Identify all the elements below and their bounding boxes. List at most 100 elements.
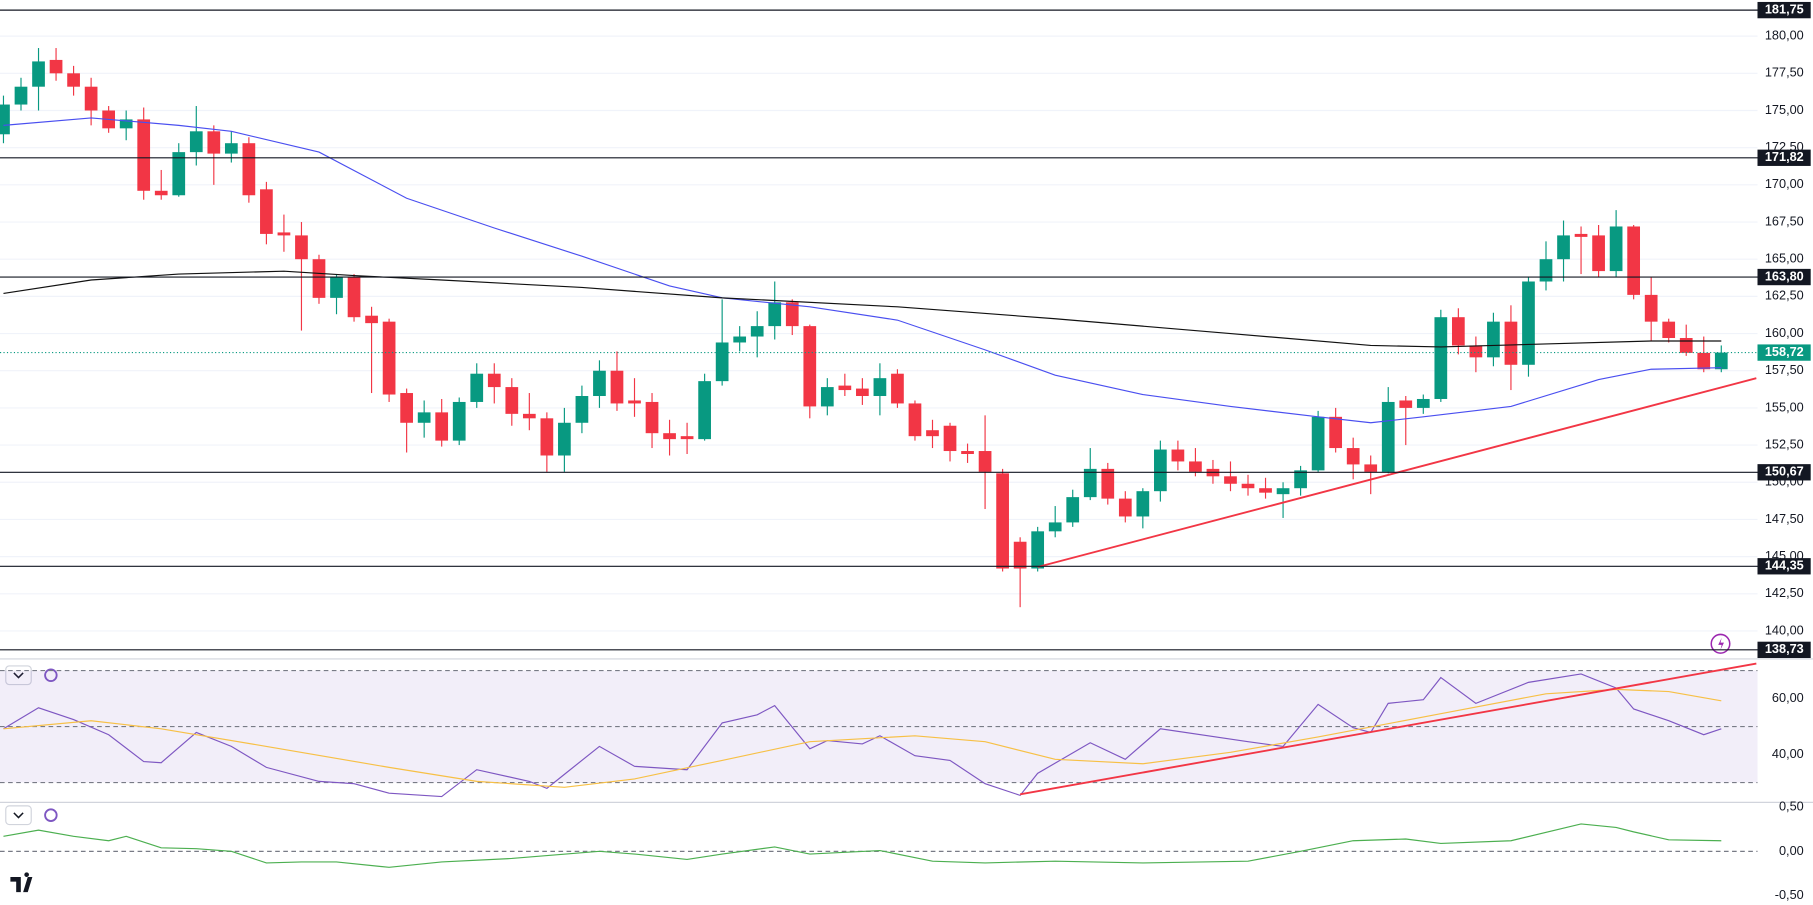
candle-body bbox=[978, 451, 992, 472]
candle-body bbox=[558, 422, 571, 456]
y-tick-label: 167,50 bbox=[1765, 213, 1804, 228]
candle-body bbox=[1574, 233, 1588, 237]
candle-body bbox=[1416, 398, 1430, 408]
collapse-button[interactable] bbox=[5, 805, 32, 826]
y-tick-label: 152,50 bbox=[1765, 436, 1804, 451]
candle-body bbox=[1101, 468, 1115, 499]
candle-body bbox=[750, 326, 764, 337]
y-tick-label: 40,00 bbox=[1772, 746, 1804, 761]
candle-body bbox=[84, 86, 98, 111]
candle-body bbox=[417, 412, 431, 423]
candle-body bbox=[0, 104, 10, 135]
candle-body bbox=[1241, 483, 1255, 489]
candle-body bbox=[330, 277, 343, 298]
candle-body bbox=[715, 342, 729, 382]
y-tick-label: 165,00 bbox=[1765, 251, 1804, 266]
candle-body bbox=[154, 190, 168, 196]
candle-body bbox=[838, 385, 852, 391]
candle-body bbox=[1434, 317, 1448, 399]
logo[interactable] bbox=[10, 872, 33, 893]
candle-body bbox=[891, 373, 904, 404]
candle-body bbox=[645, 401, 659, 434]
candle-body bbox=[1311, 416, 1325, 471]
candle-body bbox=[1522, 281, 1535, 365]
candle-body bbox=[943, 425, 957, 452]
candle-body bbox=[1224, 476, 1237, 484]
candle-body bbox=[1609, 226, 1623, 272]
candle-body bbox=[1329, 416, 1343, 449]
candle-body bbox=[873, 378, 887, 397]
candle-body bbox=[593, 370, 606, 397]
y-tick-label: 0,00 bbox=[1779, 843, 1804, 858]
candle-body bbox=[1171, 449, 1185, 462]
candle-body bbox=[1276, 488, 1290, 495]
candle-body bbox=[1364, 464, 1378, 472]
y-tick-label: 0,50 bbox=[1779, 798, 1804, 813]
level-label: 138,73 bbox=[1765, 641, 1804, 656]
y-tick-label: 157,50 bbox=[1765, 362, 1804, 377]
level-label: 144,35 bbox=[1765, 558, 1804, 573]
candle-body bbox=[1259, 488, 1272, 493]
candle-body bbox=[1504, 321, 1518, 365]
y-tick-label: 177,50 bbox=[1765, 65, 1804, 80]
candle-body bbox=[67, 73, 80, 87]
alert-icon[interactable] bbox=[1710, 633, 1731, 654]
candle-body bbox=[312, 259, 326, 298]
candle-body bbox=[1679, 338, 1693, 353]
candle-body bbox=[1031, 531, 1045, 569]
candle-body bbox=[1644, 294, 1658, 322]
y-tick-label: 175,00 bbox=[1765, 102, 1804, 117]
candle-body bbox=[908, 403, 922, 437]
y-tick-label: 180,00 bbox=[1765, 27, 1804, 42]
candle-body bbox=[663, 433, 676, 440]
y-tick-label: 142,50 bbox=[1765, 585, 1804, 600]
candle-body bbox=[610, 370, 624, 404]
candle-body bbox=[1539, 259, 1553, 282]
candle-body bbox=[119, 119, 133, 129]
candle-body bbox=[347, 277, 361, 318]
candle-body bbox=[1487, 321, 1500, 358]
candle-body bbox=[1469, 345, 1483, 358]
level-tag bbox=[1757, 558, 1811, 575]
candle-body bbox=[768, 302, 782, 327]
indicator-line bbox=[3, 688, 1722, 788]
candle-body bbox=[961, 451, 974, 455]
y-tick-label: 170,00 bbox=[1765, 176, 1804, 191]
candle-body bbox=[1381, 401, 1395, 472]
candle-body bbox=[1346, 448, 1360, 465]
indicator-line bbox=[3, 823, 1722, 868]
candle-body bbox=[1627, 226, 1641, 295]
candle-body bbox=[1451, 317, 1465, 346]
candle-body bbox=[1066, 497, 1080, 523]
refresh-icon[interactable] bbox=[44, 808, 58, 822]
y-tick-label: 60,00 bbox=[1772, 690, 1804, 705]
y-tick-label: 155,00 bbox=[1765, 399, 1804, 414]
candle-body bbox=[435, 412, 449, 441]
candle-body bbox=[365, 315, 378, 324]
candle-body bbox=[1136, 491, 1150, 517]
candle-body bbox=[172, 152, 186, 196]
candle-body bbox=[733, 336, 747, 343]
level-tag bbox=[1757, 641, 1811, 659]
candle-body bbox=[1662, 321, 1676, 339]
refresh-icon[interactable] bbox=[44, 668, 58, 683]
candle-body bbox=[1294, 470, 1307, 489]
y-tick-label: 147,50 bbox=[1765, 511, 1804, 526]
candle-body bbox=[1118, 498, 1132, 517]
candle-body bbox=[277, 232, 291, 236]
level-label: 181,75 bbox=[1765, 1, 1804, 16]
candle-body bbox=[224, 143, 238, 154]
candle-body bbox=[260, 189, 273, 234]
candle-body bbox=[32, 61, 45, 87]
indicator-line bbox=[3, 117, 1722, 424]
last-price-tag bbox=[1757, 344, 1811, 361]
candle-body bbox=[1592, 235, 1605, 272]
candle-body bbox=[540, 418, 554, 456]
candle-body bbox=[820, 387, 834, 407]
candle-body bbox=[856, 388, 869, 397]
candle-body bbox=[1048, 522, 1062, 532]
last-price-label: 158,72 bbox=[1765, 344, 1804, 359]
